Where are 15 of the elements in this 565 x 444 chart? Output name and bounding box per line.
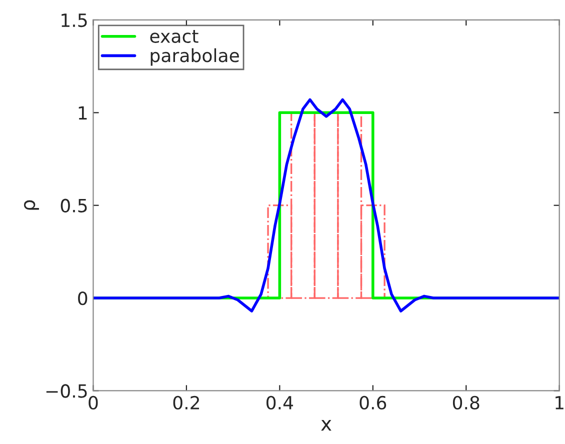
y-axis-title: ρ <box>24 200 39 210</box>
y-tick-label: −0.5 <box>46 384 87 398</box>
x-tick-label: 1 <box>556 396 564 410</box>
x-tick-label: 0.2 <box>173 396 199 410</box>
y-tick-label: 1 <box>78 106 87 120</box>
x-tick-label: 0.4 <box>266 396 294 410</box>
legend-label: parabolae <box>150 48 239 66</box>
x-tick-label: 0.6 <box>360 396 386 410</box>
legend-label: exact <box>150 30 198 43</box>
y-tick-label: 1.5 <box>62 14 87 28</box>
y-tick-label: 0 <box>78 291 88 306</box>
x-tick-label: 0.8 <box>452 396 480 410</box>
y-tick-label: 0.5 <box>60 198 87 212</box>
x-tick-label: 0 <box>88 396 98 410</box>
x-axis-title: x <box>321 420 332 431</box>
